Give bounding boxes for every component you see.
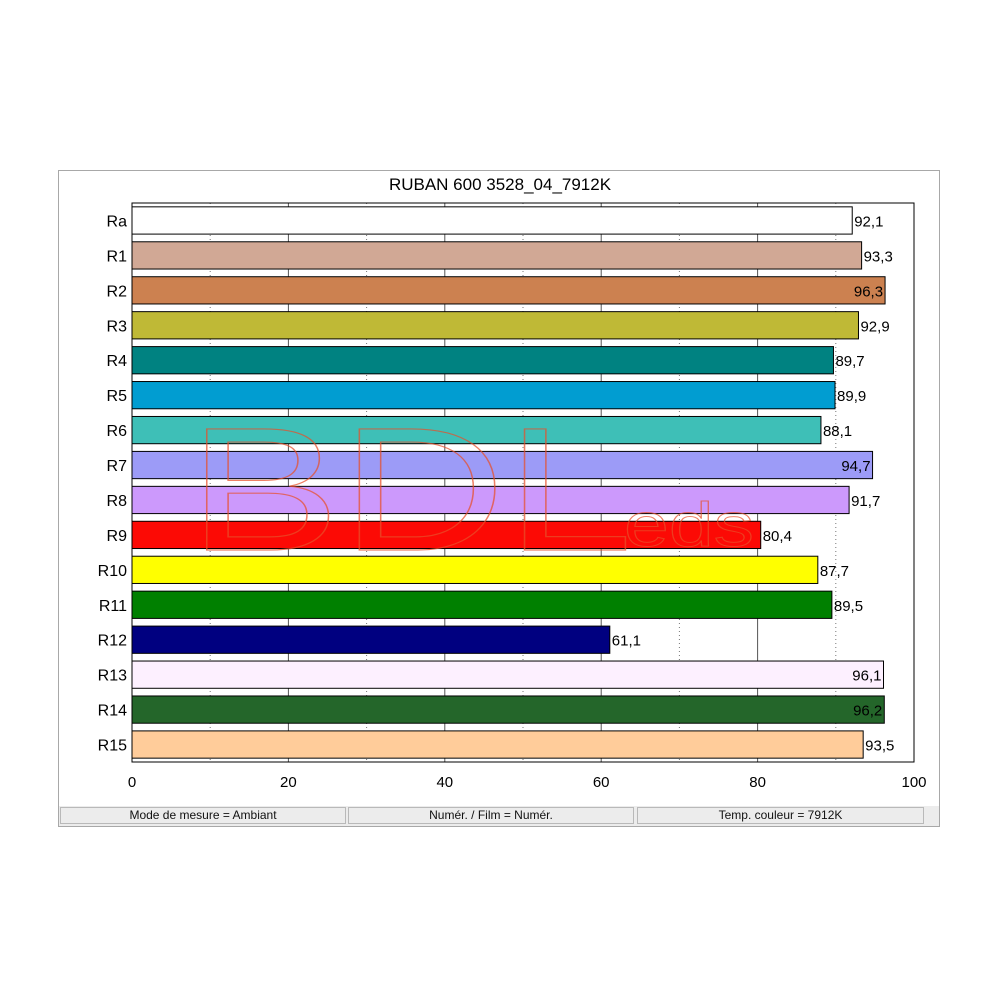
data-label: 96,1	[852, 668, 881, 685]
data-label: 96,3	[854, 283, 883, 300]
bar-r6	[131, 415, 822, 445]
data-label: 80,4	[763, 528, 792, 545]
bar-r12	[131, 625, 611, 654]
category-label: R9	[107, 528, 128, 545]
bar-r14	[131, 695, 885, 724]
bar-r2	[131, 276, 886, 305]
bar-r13	[131, 660, 885, 689]
category-label: R12	[98, 633, 127, 650]
bar-r9	[131, 520, 762, 550]
bar-r10	[131, 555, 819, 584]
category-label: R3	[107, 318, 128, 335]
bar-ra	[131, 206, 853, 235]
status-color-temperature: Temp. couleur = 7912K	[637, 807, 924, 824]
data-label: 93,3	[864, 248, 893, 265]
x-tick-label: 80	[749, 774, 766, 791]
x-tick-label: 100	[901, 774, 926, 791]
category-label: R1	[107, 248, 128, 265]
category-label: R8	[107, 493, 128, 510]
category-label: R11	[99, 598, 127, 615]
bar-r5	[131, 381, 836, 410]
category-label: R13	[98, 668, 127, 685]
category-label: R10	[98, 563, 127, 580]
category-label: R15	[98, 738, 127, 755]
data-label: 92,9	[860, 318, 889, 335]
watermark-subtext: eds	[624, 491, 754, 560]
bar-r8	[131, 485, 850, 515]
bar-r3	[131, 311, 859, 340]
category-label: Ra	[107, 213, 128, 230]
category-label: R6	[107, 423, 128, 440]
plot-border	[131, 202, 915, 763]
data-label: 89,5	[834, 598, 863, 615]
watermark-logo: BDL eds	[187, 391, 754, 588]
status-measure-mode: Mode de mesure = Ambiant	[60, 807, 346, 824]
data-label: 96,2	[853, 703, 882, 720]
data-label: 94,7	[841, 458, 870, 475]
category-label: R5	[107, 388, 128, 405]
watermark-text: BDL	[188, 392, 633, 588]
data-label: 87,7	[820, 563, 849, 580]
category-label: R2	[107, 283, 128, 300]
data-label: 89,7	[835, 353, 864, 370]
category-label: R7	[107, 458, 128, 475]
bar-r4	[131, 346, 834, 375]
x-tick-label: 40	[436, 774, 453, 791]
bar-r11	[131, 590, 833, 619]
bar-r1	[131, 241, 863, 270]
chart-title: RUBAN 600 3528_04_7912K	[389, 175, 612, 194]
category-label: R4	[107, 353, 128, 370]
bar-r15	[131, 730, 864, 759]
data-label: 92,1	[854, 213, 883, 230]
category-label: R14	[98, 703, 127, 720]
data-label: 89,9	[837, 388, 866, 405]
bar-r7	[131, 450, 874, 480]
data-label: 88,1	[823, 423, 852, 440]
x-tick-label: 0	[128, 774, 136, 791]
data-label: 93,5	[865, 738, 894, 755]
status-film: Numér. / Film = Numér.	[348, 807, 634, 824]
x-tick-label: 20	[280, 774, 297, 791]
data-label: 61,1	[612, 633, 641, 650]
x-tick-label: 60	[593, 774, 610, 791]
data-label: 91,7	[851, 493, 880, 510]
